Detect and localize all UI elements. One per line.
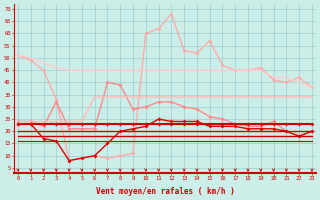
X-axis label: Vent moyen/en rafales ( km/h ): Vent moyen/en rafales ( km/h ) bbox=[96, 187, 234, 196]
